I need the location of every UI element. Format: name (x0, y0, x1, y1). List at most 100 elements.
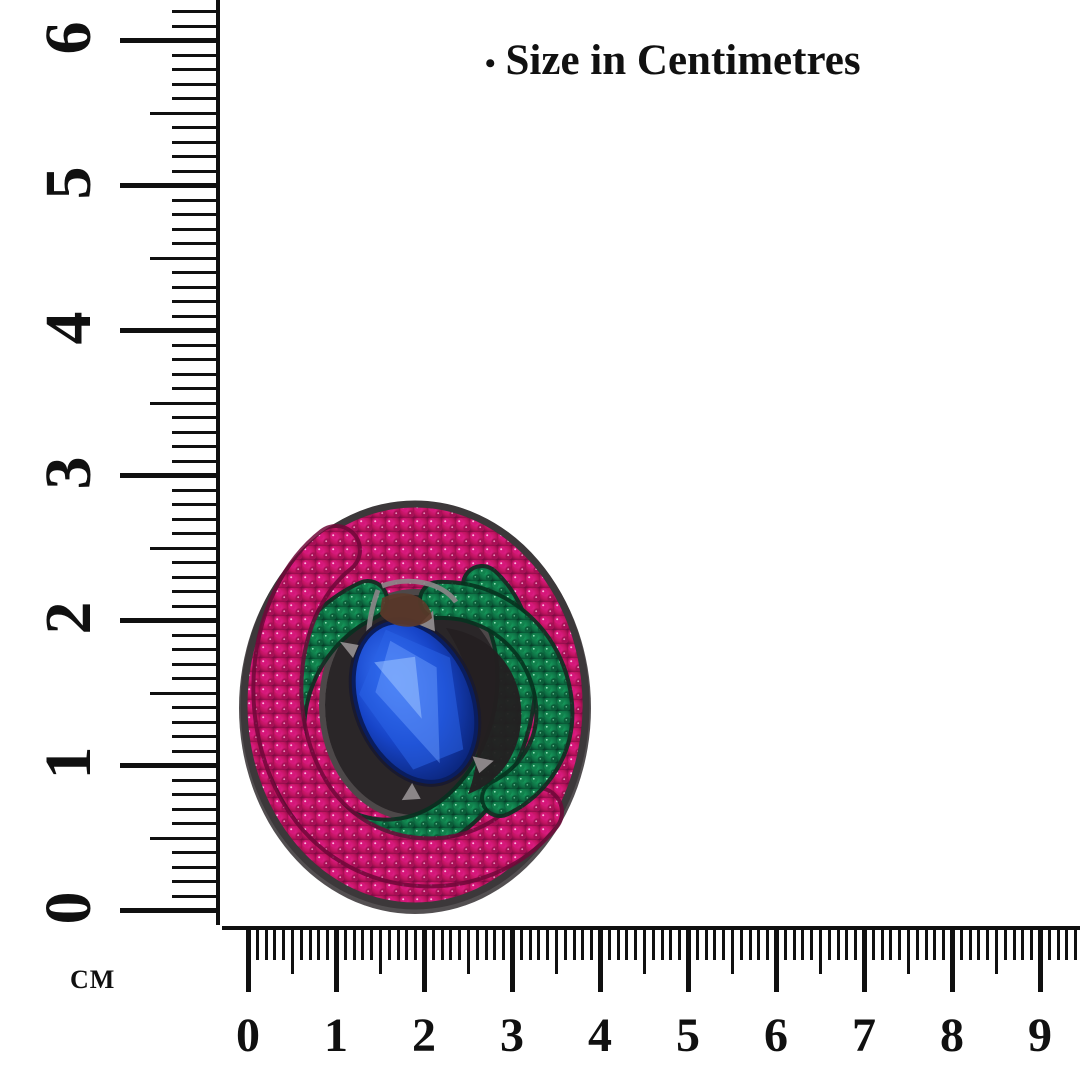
vertical-major-tick (120, 473, 220, 478)
horizontal-minor-tick (827, 930, 831, 960)
vertical-minor-tick (172, 880, 220, 883)
horizontal-minor-tick (563, 930, 567, 960)
vertical-major-tick (120, 38, 220, 43)
horizontal-minor-tick (695, 930, 699, 960)
vertical-ruler-label: 6 (32, 21, 105, 55)
vertical-minor-tick (172, 198, 220, 202)
horizontal-ruler-axis (222, 926, 1080, 930)
vertical-minor-tick (172, 662, 220, 666)
vertical-minor-tick (172, 517, 220, 521)
horizontal-major-tick (862, 930, 867, 992)
horizontal-minor-tick (634, 930, 638, 960)
horizontal-minor-tick (616, 930, 620, 960)
vertical-minor-tick (172, 140, 220, 144)
vertical-minor-tick (172, 430, 220, 434)
vertical-minor-tick (172, 314, 220, 318)
vertical-major-tick (120, 328, 220, 333)
vertical-minor-tick (172, 387, 220, 390)
vertical-minor-tick (172, 126, 220, 129)
vertical-minor-tick (172, 488, 220, 492)
horizontal-minor-tick (352, 930, 356, 960)
horizontal-minor-tick (546, 930, 550, 960)
horizontal-minor-tick (739, 930, 743, 960)
vertical-minor-tick (172, 503, 220, 506)
horizontal-minor-tick (326, 930, 330, 960)
horizontal-minor-tick (537, 930, 541, 960)
size-caption-text: Size in Centimetres (505, 37, 861, 84)
horizontal-minor-tick (651, 930, 655, 960)
horizontal-minor-tick (343, 930, 347, 960)
bullet-icon: • (485, 47, 496, 81)
vertical-minor-tick (172, 604, 220, 608)
horizontal-minor-tick (977, 930, 981, 960)
horizontal-minor-tick (317, 930, 321, 960)
horizontal-ruler-label: 2 (412, 1009, 436, 1062)
horizontal-major-tick (774, 930, 779, 992)
horizontal-minor-tick (361, 930, 365, 960)
horizontal-minor-tick (704, 930, 708, 960)
horizontal-ruler-label: 7 (852, 1009, 876, 1062)
horizontal-minor-tick (731, 930, 734, 974)
horizontal-minor-tick (590, 930, 594, 960)
horizontal-minor-tick (660, 930, 664, 960)
horizontal-minor-tick (915, 930, 919, 960)
horizontal-minor-tick (819, 930, 822, 974)
horizontal-minor-tick (942, 930, 946, 960)
vertical-minor-tick (172, 459, 220, 463)
horizontal-minor-tick (607, 930, 611, 960)
unit-label: CM (70, 965, 116, 994)
horizontal-major-tick (334, 930, 339, 992)
vertical-minor-tick (172, 793, 220, 796)
horizontal-minor-tick (440, 930, 444, 960)
horizontal-minor-tick (387, 930, 391, 960)
vertical-minor-tick (172, 894, 220, 898)
horizontal-minor-tick (880, 930, 884, 960)
horizontal-minor-tick (722, 930, 726, 960)
vertical-minor-tick (150, 111, 220, 115)
vertical-minor-tick (150, 401, 220, 405)
horizontal-minor-tick (379, 930, 382, 974)
horizontal-minor-tick (898, 930, 902, 960)
horizontal-minor-tick (792, 930, 796, 960)
horizontal-ruler-label: 4 (588, 1009, 612, 1062)
vertical-minor-tick (172, 590, 220, 593)
horizontal-minor-tick (669, 930, 673, 960)
horizontal-minor-tick (273, 930, 277, 960)
vertical-minor-tick (172, 865, 220, 869)
vertical-minor-tick (172, 677, 220, 680)
horizontal-minor-tick (449, 930, 453, 960)
vertical-minor-tick (172, 633, 220, 637)
vertical-minor-tick (172, 706, 220, 709)
vertical-minor-tick (172, 358, 220, 361)
vertical-minor-tick (172, 68, 220, 71)
vertical-minor-tick (150, 691, 220, 695)
vertical-minor-tick (172, 343, 220, 347)
horizontal-minor-tick (572, 930, 576, 960)
vertical-minor-tick (172, 749, 220, 753)
horizontal-minor-tick (308, 930, 312, 960)
horizontal-minor-tick (528, 930, 532, 960)
horizontal-minor-tick (959, 930, 963, 960)
horizontal-minor-tick (889, 930, 893, 960)
horizontal-minor-tick (986, 930, 990, 960)
horizontal-ruler-label: 6 (764, 1009, 788, 1062)
horizontal-minor-tick (502, 930, 506, 960)
vertical-minor-tick (172, 735, 220, 738)
vertical-minor-tick (172, 575, 220, 579)
horizontal-minor-tick (1056, 930, 1060, 960)
vertical-major-tick (120, 908, 220, 913)
vertical-minor-tick (150, 256, 220, 260)
pink-inner-swirl (251, 524, 564, 889)
vertical-minor-tick (172, 24, 220, 28)
vertical-minor-tick (172, 213, 220, 216)
vertical-ruler-label: 4 (32, 311, 105, 345)
vertical-minor-tick (172, 532, 220, 535)
vertical-ruler: 0 1 2 3 4 5 6 (0, 0, 230, 935)
horizontal-minor-tick (801, 930, 805, 960)
horizontal-minor-tick (431, 930, 435, 960)
horizontal-minor-tick (291, 930, 294, 974)
horizontal-minor-tick (845, 930, 849, 960)
vertical-minor-tick (172, 720, 220, 724)
horizontal-minor-tick (255, 930, 259, 960)
horizontal-minor-tick (924, 930, 928, 960)
